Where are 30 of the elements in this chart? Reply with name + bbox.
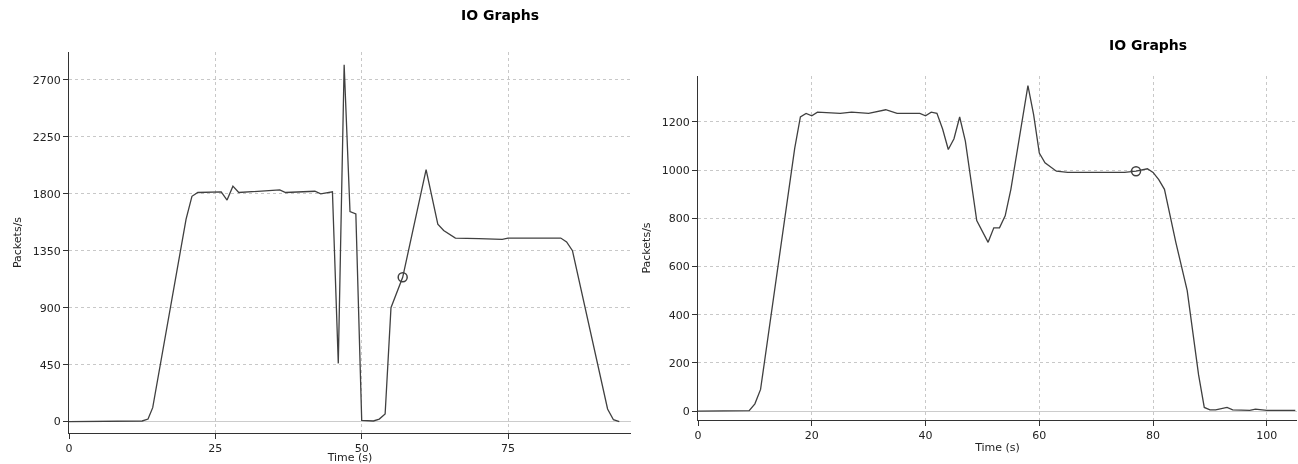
- y-tick-label: 1800: [32, 187, 61, 201]
- x-tick-label: 20: [804, 429, 819, 443]
- y-axis-title: Packets/s: [11, 216, 25, 269]
- y-tick-label: 450: [39, 358, 61, 372]
- x-tick-label: 40: [918, 429, 933, 443]
- x-tick-label: 0: [65, 442, 73, 456]
- y-tick-label: 1000: [661, 163, 690, 177]
- x-tick-label: 25: [208, 442, 223, 456]
- x-tick-label: 75: [501, 442, 516, 456]
- y-tick-label: 2700: [32, 73, 61, 87]
- y-tick-label: 0: [682, 404, 690, 418]
- y-tick-label: 2250: [32, 130, 61, 144]
- y-tick-label: 900: [39, 301, 61, 315]
- y-tick-label: 800: [668, 212, 690, 226]
- x-tick-label: 100: [1256, 429, 1278, 443]
- y-tick-label: 600: [668, 260, 690, 274]
- y-axis-title: Packets/s: [640, 222, 654, 274]
- y-tick-label: 200: [668, 356, 690, 370]
- y-tick-label: 400: [668, 308, 690, 322]
- x-tick-label: 0: [694, 429, 702, 443]
- chart-title: IO Graphs: [1109, 37, 1188, 53]
- line-series: [698, 84, 1296, 412]
- x-tick-label: 80: [1146, 429, 1161, 443]
- y-tick-label: 1200: [661, 115, 690, 129]
- chart-title: IO Graphs: [461, 7, 540, 23]
- x-tick-label: 60: [1032, 429, 1047, 443]
- line-series: [69, 64, 620, 423]
- x-axis-title: Time (s): [974, 441, 1020, 455]
- y-tick-label: 1350: [32, 244, 61, 258]
- y-tick-label: 0: [53, 415, 61, 429]
